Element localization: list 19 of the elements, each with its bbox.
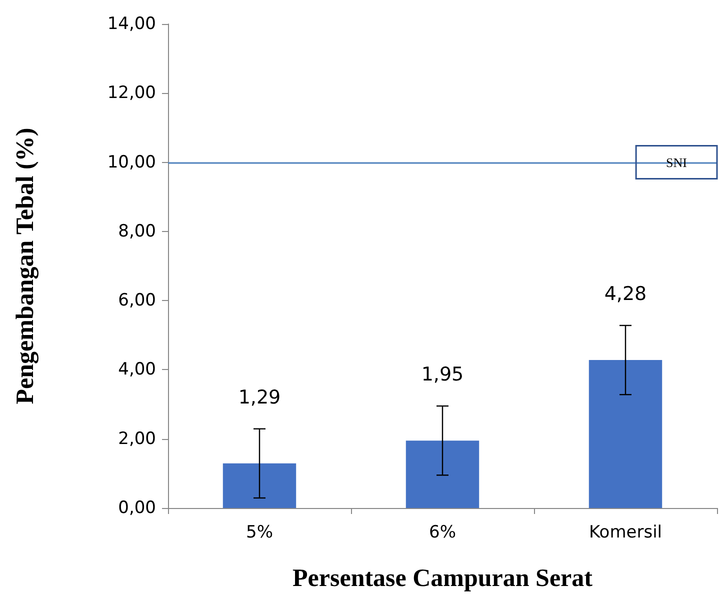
y-tick-label: 14,00 [107,14,156,34]
bar [406,440,480,508]
y-tick-label: 8,00 [118,221,156,242]
y-axis-title: Pengembangan Tebal (%) [12,128,39,404]
x-tick-label: Komersil [588,522,662,542]
y-tick-label: 6,00 [118,290,156,311]
y-tick-label: 0,00 [118,498,156,518]
data-label: 1,29 [238,386,281,408]
y-tick-label: 2,00 [118,428,156,449]
x-axis-title: Persentase Campuran Serat [292,565,594,592]
bar [222,463,296,508]
x-tick-label: 5% [246,522,273,542]
x-tick-label: 6% [429,522,456,542]
bar [588,360,662,508]
y-tick-label: 12,00 [107,83,156,104]
y-tick-label: 4,00 [118,360,156,380]
y-tick-label: 10,00 [107,152,156,172]
data-label: 1,95 [421,364,464,386]
data-label: 4,28 [604,282,647,305]
